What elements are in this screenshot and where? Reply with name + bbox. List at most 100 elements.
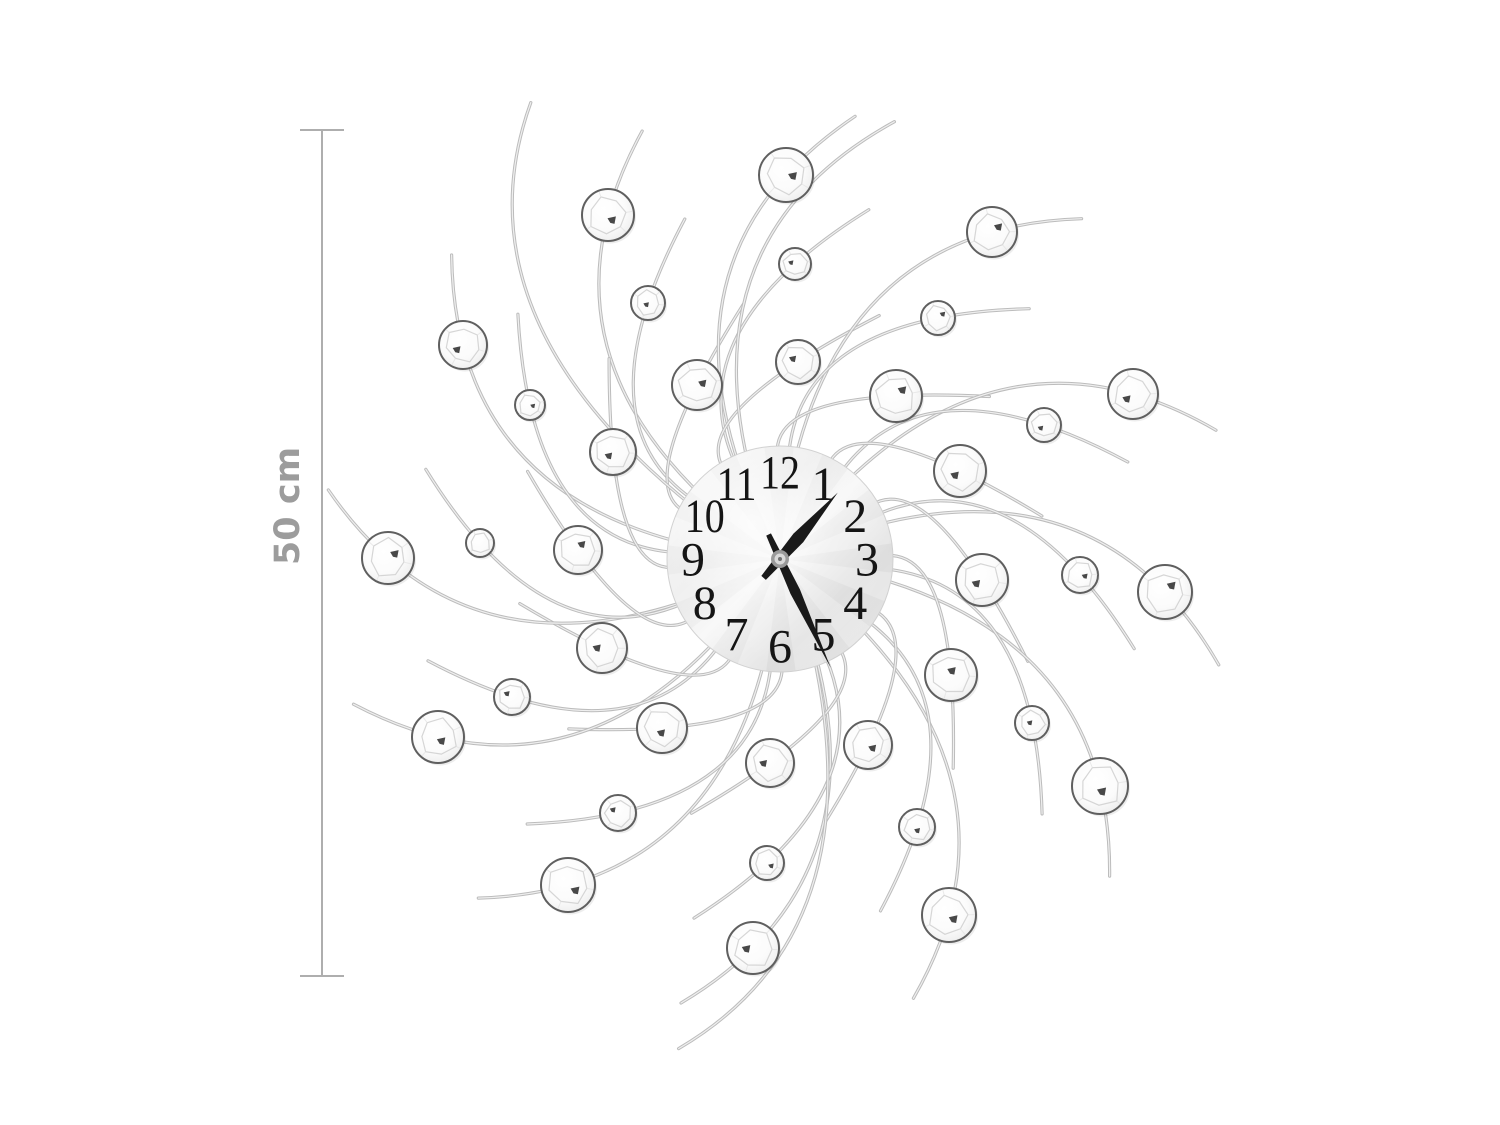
dimension-label: 50 cm — [268, 447, 308, 565]
wire-arm-highlight — [821, 409, 1129, 504]
bead-facets — [519, 394, 541, 417]
crystal-bead — [438, 320, 489, 372]
bead-facets — [470, 532, 490, 554]
bead-facet-edge — [929, 828, 935, 831]
bead-facet-edge — [770, 153, 775, 159]
bead-facet-edge — [1089, 585, 1092, 589]
crystal-bead — [966, 206, 1019, 260]
bead-facet-edge — [711, 396, 716, 401]
bead-facets — [752, 744, 789, 783]
bead-facet-edge — [785, 344, 789, 348]
bead-facet-edge — [787, 760, 793, 762]
bead-facet-edge — [580, 636, 586, 641]
bead-gem — [726, 921, 780, 975]
bead-facet-edge — [782, 270, 787, 274]
crystal-bead — [920, 300, 957, 338]
wire-arm-highlight — [511, 102, 719, 527]
bead-facet-edge — [909, 837, 913, 843]
bead-facet-edge — [803, 271, 808, 275]
face-rim — [666, 445, 894, 673]
bead-reflection-speck — [452, 346, 461, 354]
bead-facet-edge — [496, 688, 500, 691]
bead-reflection-speck — [741, 945, 751, 953]
bead-facet-edge — [776, 866, 783, 870]
bead-facet-edge — [813, 354, 818, 357]
bead-facet-edge — [546, 869, 551, 873]
wire-arm — [450, 253, 713, 551]
bead-facet-edge — [1039, 711, 1044, 716]
bead-facet-edge — [768, 186, 775, 195]
crystal-bead — [778, 247, 813, 283]
wire-arm-highlight — [787, 218, 1083, 491]
bead-facets — [755, 848, 778, 876]
bead-reflection-speck — [570, 886, 580, 895]
bead-facet-edge — [658, 303, 665, 306]
crystal-beads — [361, 147, 1194, 977]
bead-reflection-speck — [788, 260, 794, 265]
bead-facet-edge — [1182, 594, 1191, 597]
bead-reflection-speck — [698, 379, 707, 387]
bead-facet-edge — [761, 741, 765, 746]
clock-numeral-8: 8 — [693, 577, 717, 630]
bead-facet-edge — [716, 379, 721, 382]
wire-arm-highlight — [451, 254, 712, 550]
dimension-indicator: 50 cm — [268, 129, 344, 977]
bead-facet-edge — [923, 323, 930, 328]
bead-reflection-speck — [1081, 573, 1088, 579]
crystal-bead — [869, 369, 924, 425]
bead-facet-edge — [750, 770, 757, 776]
crystal-bead — [726, 921, 781, 977]
bead-facet-edge — [985, 208, 988, 214]
bead-facet-edge — [755, 850, 759, 855]
bead-facet-edge — [537, 410, 542, 414]
bead-facets — [925, 304, 951, 332]
wire-arm — [677, 622, 830, 1051]
bead-facet-edge — [589, 532, 594, 538]
bead-reflection-speck — [788, 172, 797, 180]
clock-numeral-9: 9 — [681, 533, 705, 586]
bead-gem — [361, 531, 415, 585]
bead-facets — [596, 435, 630, 468]
bead-facet-edge — [629, 818, 634, 821]
bead-reflection-speck — [759, 760, 767, 767]
bead-facet-edge — [1002, 244, 1008, 251]
bead-facets — [766, 157, 805, 196]
bead-facet-edge — [488, 548, 492, 552]
bead-facets — [585, 627, 619, 668]
crystal-bead — [1014, 705, 1051, 743]
bead-facet-edge — [1064, 581, 1069, 584]
bead-reflection-speck — [1037, 425, 1044, 431]
bead-facet-edge — [998, 582, 1007, 585]
bead-facet-edge — [961, 565, 967, 570]
bead-facets — [677, 368, 718, 402]
crystal-bead — [924, 648, 979, 704]
bead-facet-edge — [421, 751, 426, 757]
wire-arm-highlight — [477, 627, 772, 899]
bead-facet-edge — [932, 302, 934, 306]
bead-gem — [576, 622, 628, 674]
crystal-bead — [898, 808, 937, 848]
wire-arm-highlight — [678, 623, 829, 1050]
wire-arm-highlight — [843, 500, 1135, 650]
bead-facet-edge — [928, 662, 934, 666]
bead-facet-edge — [801, 183, 809, 189]
bead-reflection-speck — [948, 915, 958, 923]
bead-facet-edge — [571, 564, 575, 573]
bead-facet-edge — [586, 887, 594, 891]
bead-facet-edge — [582, 867, 588, 873]
bead-facet-edge — [1074, 558, 1078, 563]
bead-facets — [782, 252, 809, 275]
bead-facet-edge — [911, 409, 916, 413]
bead-facets — [1146, 574, 1184, 613]
bead-reflection-speck — [1166, 581, 1176, 590]
clock-numeral-7: 7 — [725, 609, 749, 662]
bead-facet-edge — [506, 707, 510, 714]
bead-facet-edge — [620, 226, 627, 233]
bead-reflection-speck — [656, 729, 665, 737]
bead-facet-edge — [850, 756, 855, 761]
bead-facet-edge — [469, 549, 473, 553]
bead-facets — [590, 196, 627, 235]
wire-arm-highlight — [835, 600, 932, 912]
bead-reflection-speck — [604, 452, 613, 460]
